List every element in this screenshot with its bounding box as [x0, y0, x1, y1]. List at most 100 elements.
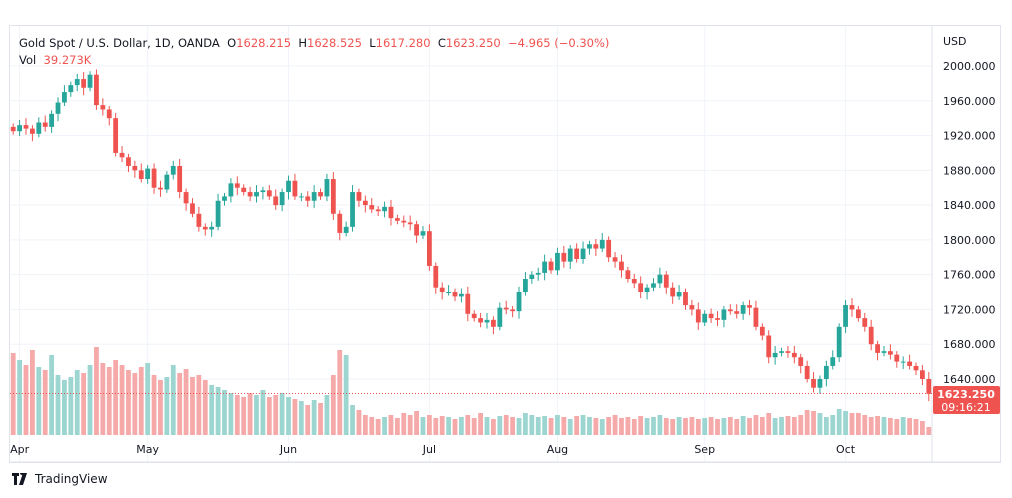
volume-bar: [215, 387, 221, 435]
volume-bar: [919, 421, 925, 435]
candle-body: [491, 319, 496, 327]
candle-body: [49, 113, 55, 127]
volume-bar: [593, 418, 599, 435]
volume-bar: [926, 427, 932, 435]
volume-bar: [759, 417, 765, 435]
candle-body: [753, 307, 759, 327]
candle-body: [330, 179, 336, 214]
chart-legend: Gold Spot / U.S. Dollar, 1D, OANDA O1628…: [19, 35, 609, 69]
volume-bar: [503, 415, 509, 435]
candle-body: [913, 365, 919, 371]
volume-bar: [106, 367, 112, 435]
candle-body: [855, 309, 861, 319]
volume-bar: [273, 395, 279, 435]
volume-bar: [439, 416, 445, 435]
candle-body: [55, 102, 61, 114]
candle-body: [548, 261, 554, 271]
volume-bar: [855, 413, 861, 435]
candle-body: [779, 351, 784, 353]
candle-body: [619, 261, 624, 271]
volume-bar: [913, 419, 919, 435]
volume-bar: [209, 385, 215, 435]
volume-bar: [446, 417, 451, 435]
volume-bar: [100, 363, 106, 435]
candle-body: [766, 335, 772, 358]
volume-bar: [222, 390, 227, 435]
volume-bar: [81, 373, 87, 435]
volume-bar: [836, 409, 842, 435]
volume-bar: [587, 417, 592, 435]
price-tick-label: 1640.000: [943, 373, 996, 386]
volume-bar: [388, 415, 394, 435]
close-label: C: [437, 36, 446, 50]
candle-body: [36, 122, 42, 134]
candle-body: [721, 309, 727, 320]
volume-bar: [766, 413, 772, 435]
volume-bar: [644, 418, 650, 435]
candle-body: [471, 313, 477, 319]
candle-body: [426, 231, 432, 266]
volume-bar: [843, 411, 848, 435]
candle-body: [209, 226, 215, 230]
candle-body: [663, 274, 669, 288]
candle-body: [523, 279, 528, 293]
tradingview-branding[interactable]: TradingView: [12, 472, 108, 486]
volume-bar: [791, 417, 797, 435]
candle-body: [151, 168, 157, 188]
candle-body: [254, 192, 259, 197]
candle-body: [138, 170, 144, 180]
volume-bar: [523, 413, 528, 435]
candle-body: [433, 265, 439, 288]
candle-body: [119, 152, 125, 158]
candle-body: [279, 192, 285, 206]
candle-body: [894, 354, 900, 362]
candle-body: [811, 378, 816, 388]
candle-body: [42, 122, 48, 127]
volume-bar: [382, 417, 387, 435]
volume-bar: [695, 419, 701, 435]
candle-body: [414, 224, 419, 236]
candle-body: [702, 313, 708, 323]
candle-body: [170, 165, 176, 175]
candle-body: [843, 305, 848, 327]
volume-bar: [862, 415, 868, 435]
volume-bar: [465, 415, 471, 435]
candle-body: [849, 305, 855, 310]
volume-bar: [452, 419, 458, 435]
candle-body: [305, 196, 311, 201]
volume-bar: [811, 411, 816, 435]
candle-body: [606, 239, 612, 258]
volume-bar: [804, 410, 810, 435]
candle-body: [401, 220, 407, 223]
candle-body: [670, 287, 676, 297]
low-label: L: [369, 36, 376, 50]
price-tick-label: 1960.000: [943, 95, 996, 108]
volume-bar: [747, 418, 752, 435]
volume-bar: [394, 418, 400, 435]
volume-bar: [651, 417, 656, 435]
candle-body: [887, 351, 893, 355]
volume-bar: [343, 355, 349, 435]
open-value: 1628.215: [236, 36, 292, 50]
candle-body: [510, 309, 516, 312]
candle-body: [465, 293, 471, 314]
candle-body: [337, 213, 343, 233]
volume-bar: [548, 418, 554, 435]
candle-body: [420, 231, 426, 236]
volume-bar: [657, 415, 663, 435]
volume-bar: [145, 363, 151, 435]
candle-body: [202, 226, 208, 230]
candle-body: [100, 105, 106, 110]
candle-body: [30, 128, 35, 134]
volume-bar: [478, 413, 484, 435]
volume-bar: [638, 416, 644, 435]
candle-body: [62, 92, 67, 103]
volume-bar: [625, 417, 631, 435]
candle-body: [388, 206, 394, 219]
candle-body: [132, 165, 138, 171]
volume-bar: [555, 415, 560, 435]
volume-bar: [94, 347, 99, 435]
volume-bar: [491, 419, 496, 435]
volume-bar: [433, 418, 439, 435]
